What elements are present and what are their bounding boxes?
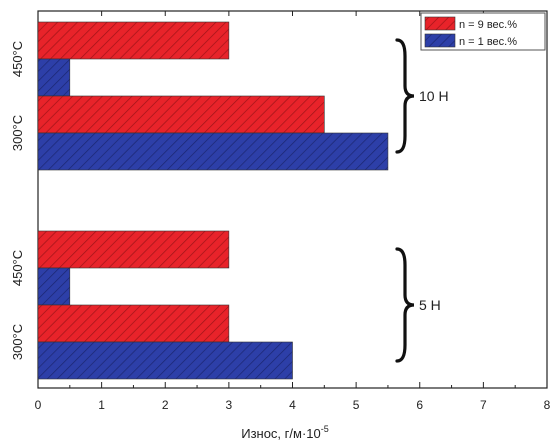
x-tick-label: 1 [98,398,105,412]
x-tick-label: 4 [289,398,296,412]
x-tick-label: 6 [416,398,423,412]
x-tick-label: 3 [226,398,233,412]
legend: n = 9 вес.% n = 1 вес.% [420,12,546,51]
x-tick-label: 2 [162,398,169,412]
load-label: 5 Н [419,297,441,313]
x-tick-label: 5 [353,398,360,412]
bar-g0-c0-s1 [37,58,71,97]
x-axis-title-exponent: -5 [321,424,329,434]
bar-g0-c1-s0 [37,95,325,134]
x-axis-title-main: Износ, г/м·10 [241,426,321,441]
bar-g1-c1-s0 [37,304,230,343]
load-brace [395,38,415,154]
x-tick-label: 8 [544,398,551,412]
bar-g1-c1-s1 [37,341,293,380]
bar-g0-c1-s1 [37,132,389,171]
y-category-labels: 450°C 300°C 450°C 300°C [10,41,25,360]
load-braces: 10 Н 5 Н [395,38,449,363]
x-tick-label: 0 [35,398,42,412]
y-category-label: 300°C [10,115,25,151]
legend-swatch-red [424,16,456,31]
legend-swatch-blue [424,33,456,48]
load-brace [395,247,415,363]
legend-label-blue: n = 1 вес.% [459,36,517,48]
load-label: 10 Н [419,88,449,104]
bar-g0-c0-s0 [37,21,230,60]
x-axis: 0 1 2 3 4 5 6 7 8 [35,11,551,412]
x-tick-label: 7 [480,398,487,412]
x-axis-title: Износ, г/м·10-5 [241,424,329,441]
bar-g1-c0-s1 [37,267,71,306]
bars-layer [37,21,389,380]
y-category-label: 450°C [10,41,25,77]
legend-label-red: n = 9 вес.% [459,19,517,31]
y-category-label: 300°C [10,324,25,360]
y-category-label: 450°C [10,250,25,286]
bar-g1-c0-s0 [37,230,230,269]
